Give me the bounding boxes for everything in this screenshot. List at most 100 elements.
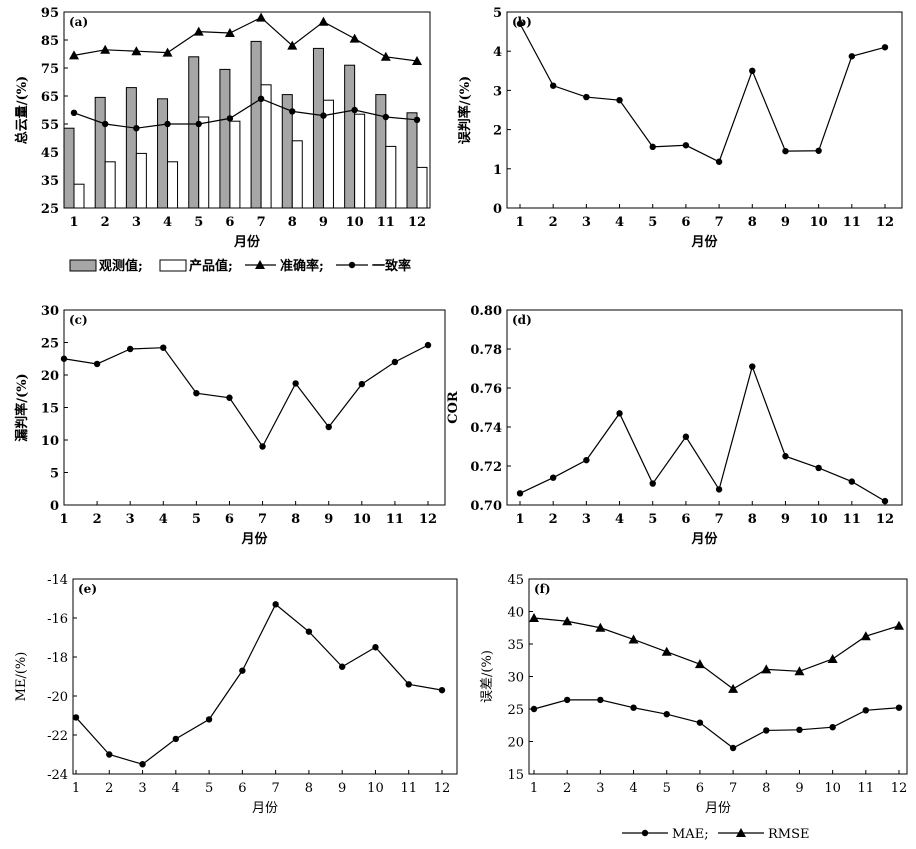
x-tick-label-d-6: 7: [715, 512, 724, 527]
bar-a-s1-3: [167, 161, 179, 209]
y-tick-label-f-3: 30: [507, 671, 524, 686]
y-tick-label-e-4: -16: [47, 612, 68, 627]
y-tick-label-e-1: -22: [47, 729, 68, 744]
y-axis-label-c: 漏判率/(%): [14, 373, 30, 441]
y-tick-label-f-0: 15: [507, 768, 524, 783]
x-tick-label-f-11: 12: [891, 781, 908, 796]
point-f-s1-7: [761, 664, 772, 674]
x-tick-label-d-4: 5: [648, 512, 657, 527]
y-tick-label-d-2: 0.74: [470, 421, 502, 436]
point-f-s0-1: [563, 696, 571, 704]
y-tick-label-e-0: -24: [47, 768, 68, 783]
x-axis-label-f: 月份: [705, 801, 731, 816]
plot-frame-a: [63, 11, 431, 209]
bar-a-s0-11: [406, 112, 418, 209]
bar-a-s1-9: [354, 113, 366, 209]
series-line-b-s0: [519, 23, 886, 163]
point-a-s2-5: [224, 28, 235, 37]
x-tick-label-b-11: 12: [876, 215, 894, 230]
point-e-s0-2: [139, 761, 146, 768]
bar-a-s0-9: [344, 64, 356, 209]
x-tick-label-f-9: 10: [824, 781, 841, 796]
y-tick-label-b-0: 0: [493, 202, 502, 217]
x-tick-label-a-9: 10: [346, 215, 364, 230]
x-tick-label-f-7: 8: [762, 781, 770, 796]
point-d-s0-9: [815, 464, 822, 472]
point-c-s0-1: [93, 360, 101, 368]
bar-a-s1-5: [229, 120, 241, 209]
point-f-s0-3: [630, 704, 637, 711]
y-tick-label-e-3: -18: [47, 651, 68, 666]
y-tick-label-f-4: 35: [507, 638, 524, 653]
point-b-s0-5: [682, 142, 690, 149]
x-tick-label-c-10: 11: [386, 512, 404, 527]
point-b-s0-4: [649, 143, 656, 151]
point-b-s0-3: [616, 97, 623, 104]
x-tick-label-d-5: 6: [681, 512, 690, 527]
point-c-s0-4: [193, 390, 200, 397]
y-tick-label-d-1: 0.72: [470, 460, 502, 475]
x-tick-label-a-0: 1: [69, 215, 78, 230]
point-c-s0-9: [358, 380, 366, 388]
legend-label-accuracy: 准确率;: [280, 258, 324, 274]
point-b-s0-7: [749, 67, 756, 75]
point-a-s2-6: [256, 12, 267, 22]
point-d-s0-4: [649, 480, 656, 487]
point-a-s2-0: [69, 50, 79, 60]
x-tick-label-b-6: 7: [715, 215, 724, 230]
bar-a-s0-6: [250, 40, 262, 209]
bar-a-s0-4: [188, 56, 200, 209]
y-tick-label-a-4: 65: [41, 90, 59, 105]
x-tick-label-a-2: 3: [132, 215, 141, 230]
legend-marker-rmse: [736, 828, 746, 837]
x-tick-label-e-3: 4: [172, 781, 180, 796]
y-tick-label-a-3: 55: [41, 118, 59, 133]
y-axis-label-d: COR: [446, 391, 461, 424]
x-tick-label-c-5: 6: [225, 512, 234, 527]
point-e-s0-1: [106, 751, 113, 758]
point-c-s0-2: [126, 345, 134, 353]
x-tick-label-b-8: 9: [781, 215, 790, 230]
x-tick-label-d-7: 8: [748, 512, 757, 527]
point-f-s0-11: [895, 704, 903, 711]
point-f-s0-7: [763, 727, 770, 734]
y-tick-label-c-0: 0: [50, 499, 59, 514]
y-tick-label-c-3: 15: [41, 402, 59, 417]
point-a-s3-2: [133, 125, 140, 132]
x-tick-label-a-10: 11: [377, 215, 395, 230]
point-e-s0-8: [338, 663, 346, 670]
point-a-s2-9: [349, 33, 360, 43]
y-tick-label-e-2: -20: [47, 690, 68, 705]
x-tick-label-e-8: 9: [338, 781, 346, 796]
y-tick-label-d-0: 0.70: [470, 499, 502, 514]
bar-a-s1-1: [104, 161, 116, 209]
point-c-s0-7: [292, 380, 299, 387]
y-tick-label-b-1: 1: [493, 163, 502, 178]
bar-a-s1-7: [291, 140, 303, 209]
point-f-s1-1: [562, 616, 573, 626]
x-tick-label-b-9: 10: [810, 215, 828, 230]
y-tick-label-a-1: 35: [41, 174, 59, 189]
point-e-s0-0: [72, 714, 80, 721]
x-tick-label-c-0: 1: [59, 512, 68, 527]
x-tick-label-a-4: 5: [194, 215, 203, 230]
x-tick-label-b-5: 6: [681, 215, 690, 230]
point-b-s0-9: [815, 147, 822, 154]
series-line-d-s0: [519, 364, 886, 502]
x-tick-label-f-1: 2: [563, 781, 571, 796]
series-line-f-s0: [533, 699, 900, 749]
point-f-s1-6: [728, 683, 739, 693]
x-tick-label-c-6: 7: [258, 512, 267, 527]
series-line-e-s0: [75, 603, 443, 765]
x-tick-label-e-5: 6: [238, 781, 246, 796]
point-b-s0-8: [782, 147, 789, 155]
x-tick-label-f-0: 1: [530, 781, 538, 796]
plot-frame-b: [506, 11, 903, 209]
point-c-s0-8: [325, 423, 332, 431]
point-b-s0-1: [549, 82, 557, 89]
x-tick-label-a-8: 9: [319, 215, 328, 230]
point-f-s0-8: [796, 726, 803, 733]
x-tick-label-c-9: 10: [353, 512, 371, 527]
y-tick-label-f-1: 20: [507, 736, 524, 751]
